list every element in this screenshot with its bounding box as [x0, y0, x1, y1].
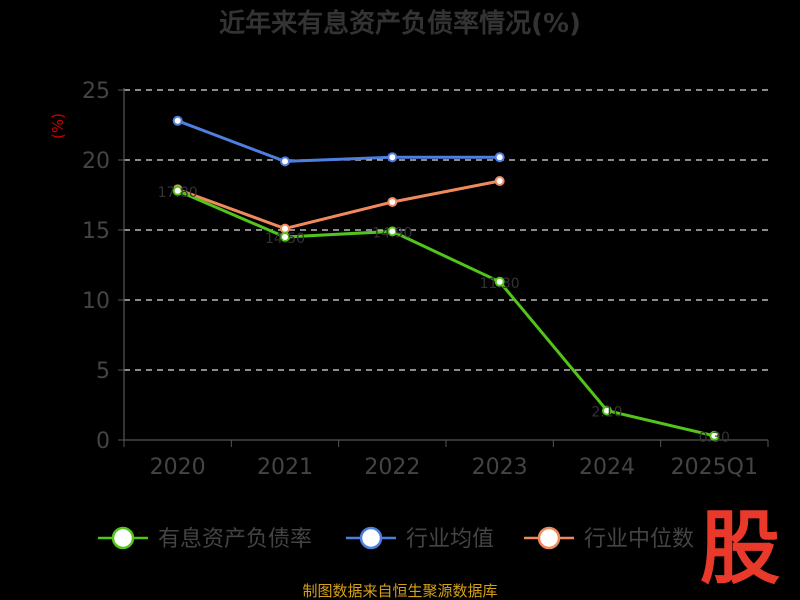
series-group: 17.80 14.50 14.90 11.30 2.10 0.30: [158, 115, 730, 446]
data-label: 0.30: [699, 430, 730, 446]
x-tick-label: 2020: [150, 455, 206, 480]
series-0: 17.80 14.50 14.90 11.30 2.10 0.30: [158, 185, 730, 446]
y-tick-label: 10: [82, 289, 110, 314]
legend-label: 有息资产负债率: [158, 527, 312, 552]
legend-label: 行业中位数: [584, 527, 694, 552]
y-tick-label: 5: [96, 359, 110, 384]
series-line: [177, 189, 715, 438]
source-note: 制图数据来自恒生聚源数据库: [302, 582, 497, 600]
series-line: [177, 119, 500, 163]
data-label: 2.10: [591, 405, 622, 421]
legend-swatch-marker: [537, 526, 561, 550]
data-point: [494, 276, 505, 287]
y-tick-label: 15: [82, 219, 110, 244]
legend-swatch-marker: [111, 526, 135, 550]
axes: 0 5 10 15 20 25 2020 2021 2022 2023 2024 2025Q1: [82, 79, 769, 480]
data-label: 11.30: [480, 276, 520, 292]
data-label: 17.80: [158, 185, 198, 201]
legend-label: 行业均值: [406, 527, 494, 552]
data-point: [387, 152, 398, 163]
data-point: [709, 430, 720, 441]
legend-swatch-marker: [359, 526, 383, 550]
y-tick-label: 20: [82, 149, 110, 174]
x-tick-label: 2024: [579, 455, 635, 480]
data-point: [172, 115, 183, 126]
data-point: [387, 197, 398, 207]
y-tick-label: 25: [82, 79, 110, 104]
x-tick-label: 2025Q1: [671, 455, 758, 480]
y-tick-label: 0: [96, 429, 110, 454]
x-tick-label: 2021: [257, 455, 313, 480]
data-point: [494, 152, 505, 163]
grid-lines: [124, 89, 768, 371]
data-point: [387, 226, 398, 237]
data-point: [602, 405, 612, 416]
data-point: [172, 185, 183, 196]
series-line: [177, 179, 500, 231]
x-tick-label: 2023: [472, 455, 528, 480]
data-point: [494, 176, 505, 186]
series-2: [172, 176, 505, 234]
legend: 有息资产负债率 行业均值 行业中位数: [98, 526, 694, 552]
logo-mark: 股: [700, 502, 780, 595]
x-tick-label: 2022: [364, 455, 420, 480]
data-label: 14.50: [265, 231, 305, 247]
legend-item-1[interactable]: 行业均值: [346, 526, 494, 552]
chart-title: 近年来有息资产负债率情况(%): [219, 8, 581, 39]
legend-item-2[interactable]: 行业中位数: [524, 526, 694, 552]
data-label: 14.90: [372, 225, 412, 241]
series-1: [172, 115, 505, 167]
y-axis-label: (%): [49, 113, 67, 139]
legend-item-0[interactable]: 有息资产负债率: [98, 526, 312, 552]
data-point: [280, 232, 290, 242]
data-point: [280, 156, 290, 167]
